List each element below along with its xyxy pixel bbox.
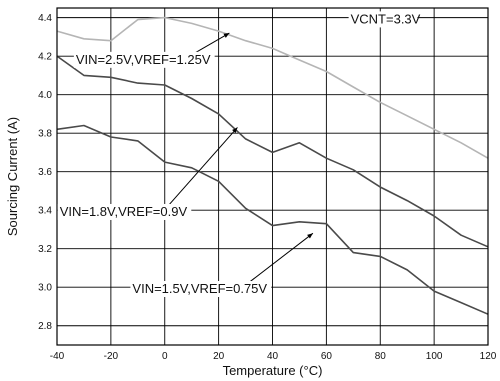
annotation-background	[73, 51, 215, 68]
annotation-arrowhead	[307, 233, 313, 239]
annotation-background	[348, 11, 418, 28]
x-axis-title: Temperature (°C)	[223, 363, 323, 378]
y-tick-label: 4.4	[38, 13, 52, 24]
y-tick-label: 4.2	[38, 52, 52, 63]
x-tick-label: -40	[50, 351, 65, 362]
annotations: VCNT=3.3V VIN=2.5V,VREF=1.25V VIN=1.8V,VRE…	[57, 11, 421, 298]
x-tick-label: 100	[426, 351, 443, 362]
y-tick-label: 3.2	[38, 244, 52, 255]
y-tick-label: 3.4	[38, 206, 52, 217]
x-tick-label: 80	[375, 351, 387, 362]
x-tick-label: 40	[267, 351, 279, 362]
annotation-arrowhead	[232, 127, 238, 134]
annotation-arrowhead	[223, 33, 230, 38]
series-line-1	[56, 16, 489, 159]
annotation-label: VIN=1.5V,VREF=0.75V	[132, 281, 267, 296]
y-tick-label: 4.0	[38, 90, 52, 101]
annotation-arrow	[242, 232, 314, 288]
x-tick-label: -20	[104, 351, 119, 362]
annotation-background	[57, 203, 192, 220]
annotation-label: VIN=2.5V,VREF=1.25V	[76, 52, 211, 67]
x-tick-label: 60	[321, 351, 333, 362]
y-axis-title: Sourcing Current (A)	[5, 117, 20, 236]
series-lines	[56, 16, 489, 315]
y-tick-label: 3.8	[38, 129, 52, 140]
annotation-label: VCNT=3.3V	[351, 11, 421, 26]
annotation-background	[130, 281, 272, 298]
annotation-arrow	[164, 127, 238, 211]
tick-labels: -40 -20 0 20 40 60 80 100 120 2.8 3.0 3.2 3.4 3.6 3.8 4…	[38, 13, 497, 362]
y-tick-label: 3.0	[38, 283, 52, 294]
x-tick-label: 20	[213, 351, 225, 362]
y-tick-label: 3.6	[38, 167, 52, 178]
x-tick-label: 0	[162, 351, 168, 362]
series-line-3	[56, 124, 489, 315]
series-line-2	[56, 55, 489, 248]
y-tick-label: 2.8	[38, 321, 52, 332]
x-tick-label: 120	[480, 351, 497, 362]
annotation-label: VIN=1.8V,VREF=0.9V	[60, 204, 188, 219]
plot-frame	[56, 7, 489, 346]
